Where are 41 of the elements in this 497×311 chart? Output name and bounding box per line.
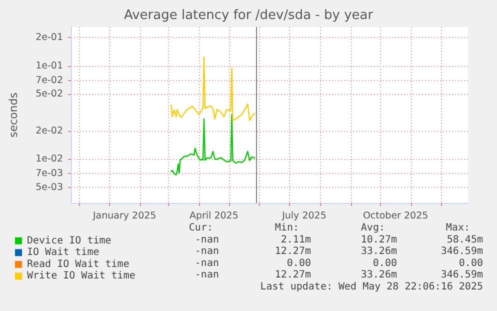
text: -nan [194, 234, 219, 246]
text: Max: [446, 222, 470, 234]
text: Cur: [188, 222, 213, 234]
y-tick-label: 1e-02 [36, 154, 63, 165]
text: 0.00 [458, 258, 483, 269]
text: Min: [274, 222, 299, 234]
y-tick-label: 7e-03 [36, 168, 63, 180]
legend-label: Device IO time [27, 235, 112, 246]
text: 58.45m [446, 234, 483, 246]
text: 0.00 [286, 258, 311, 269]
y-tick-label: 7e-02 [36, 74, 63, 86]
text: 12.27m [274, 270, 311, 281]
y-tick-label: 5e-02 [36, 88, 63, 100]
legend-label: Read IO Wait time [27, 258, 130, 270]
chart-title: Average latency for /dev/sda - by year [124, 8, 374, 23]
x-tick-label: April 2025 [189, 210, 238, 222]
x-tick-label: October 2025 [362, 210, 428, 222]
y-tick-label: 5e-03 [36, 182, 63, 193]
text: 0.00 [372, 258, 397, 269]
legend-label: IO Wait time [27, 247, 100, 258]
text: -nan [194, 258, 219, 269]
text: 33.26m [360, 270, 397, 281]
text: Avg: [360, 222, 385, 234]
text: Last update: Wed May 28 22:06:16 2025 [260, 282, 483, 292]
x-tick-label: July 2025 [281, 210, 326, 222]
y-axis-title: seconds [7, 92, 20, 138]
y-tick-label: 2e-01 [36, 32, 63, 44]
text: 346.59m [440, 246, 483, 258]
legend-label: Write IO Wait time [27, 270, 136, 282]
text: 2.11m [280, 234, 311, 246]
text: 10.27m [360, 234, 397, 246]
text: -nan [194, 270, 219, 281]
line-series [170, 56, 256, 122]
y-tick-label: 1e-01 [36, 60, 63, 72]
line-series [170, 114, 256, 176]
text: -nan [194, 246, 219, 258]
text: 12.27m [274, 246, 311, 258]
y-tick-label: 2e-02 [36, 126, 63, 137]
x-tick-label: January 2025 [92, 210, 156, 222]
text: 33.26m [360, 246, 397, 258]
text: 346.59m [440, 270, 483, 281]
